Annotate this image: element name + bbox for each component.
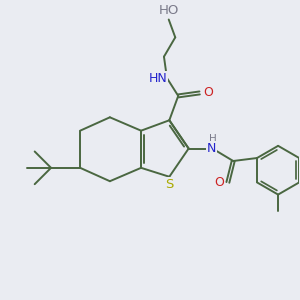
Text: O: O: [214, 176, 224, 189]
Text: HO: HO: [158, 4, 179, 17]
Text: O: O: [203, 86, 213, 99]
Text: S: S: [165, 178, 173, 191]
Text: N: N: [207, 142, 217, 155]
Text: H: H: [208, 134, 216, 144]
Text: HN: HN: [148, 72, 167, 85]
